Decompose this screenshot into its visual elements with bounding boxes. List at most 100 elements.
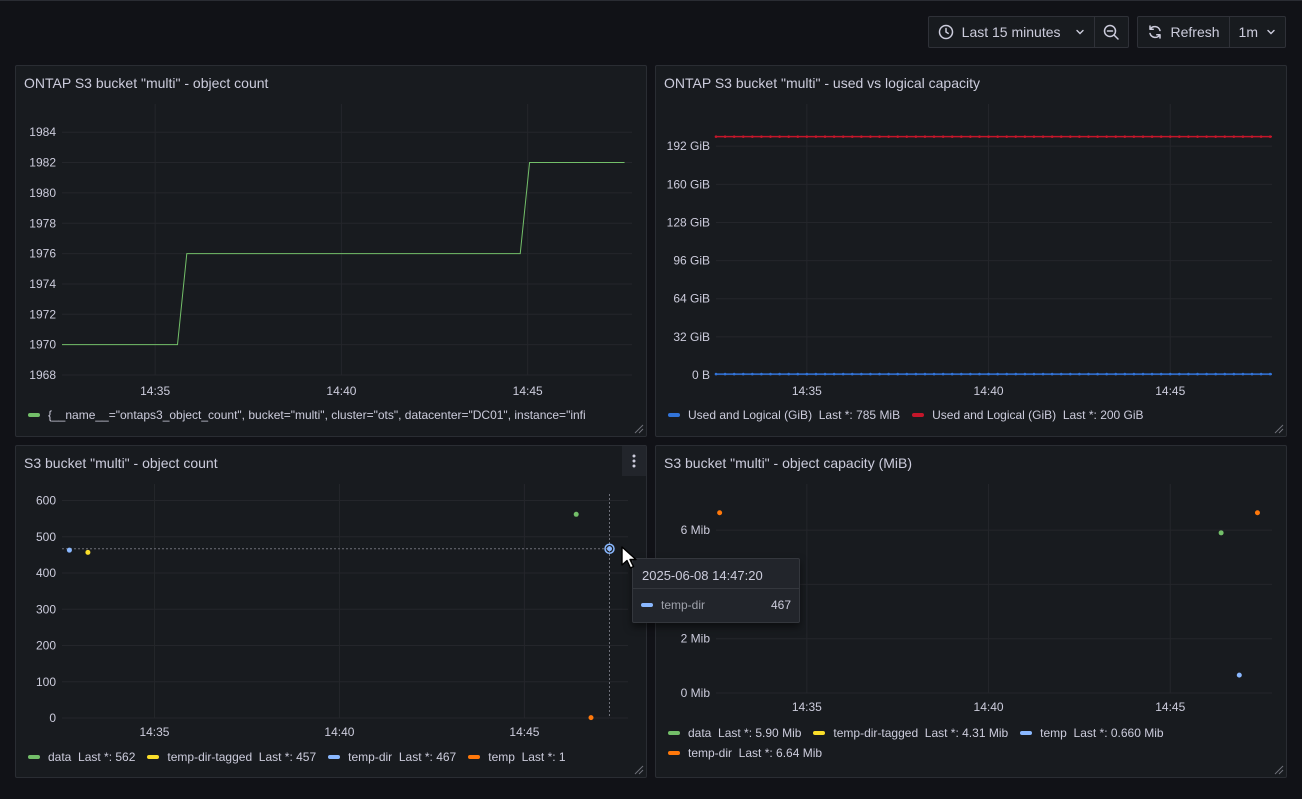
tooltip-series-swatch bbox=[641, 603, 653, 607]
refresh-interval-picker[interactable]: 1m bbox=[1228, 17, 1285, 47]
series-point bbox=[787, 372, 790, 376]
scatter-point bbox=[85, 549, 91, 555]
series-point bbox=[860, 135, 863, 138]
resize-handle-icon[interactable] bbox=[1274, 424, 1284, 434]
legend-item[interactable]: temp Last *: 0.660 Mib bbox=[1020, 726, 1164, 740]
series-point bbox=[760, 372, 763, 376]
series-point bbox=[1114, 372, 1118, 376]
y-tick-label: 1976 bbox=[29, 247, 56, 261]
series-point bbox=[723, 372, 727, 376]
legend-swatch bbox=[328, 755, 341, 759]
chevron-down-icon bbox=[1266, 27, 1276, 37]
s3-object-count-scatter: 0 100 200 300 400 500 600 14:35 14:40 14:45 bbox=[36, 484, 628, 739]
legend-item[interactable]: Used and Logical (GiB) Last *: 200 GiB bbox=[912, 408, 1144, 422]
series-point bbox=[787, 135, 790, 138]
y-tick-label: 1978 bbox=[29, 216, 56, 230]
legend-label: temp-dir-tagged Last *: 457 bbox=[167, 750, 317, 764]
series-point bbox=[923, 372, 927, 376]
chart-tooltip: 2025-06-08 14:47:20 temp-dir 467 bbox=[632, 558, 800, 623]
x-tick-label: 14:40 bbox=[974, 700, 1004, 714]
series-point bbox=[832, 372, 836, 376]
x-tick-label: 14:35 bbox=[792, 700, 822, 714]
series-point bbox=[1069, 135, 1072, 138]
series-point bbox=[1268, 135, 1272, 138]
legend-item[interactable]: data Last *: 5.90 Mib bbox=[668, 726, 801, 740]
y-tick-label: 200 bbox=[36, 639, 56, 653]
series-point bbox=[1250, 135, 1254, 138]
series-point bbox=[1159, 372, 1163, 376]
resize-handle-icon[interactable] bbox=[634, 765, 644, 775]
panel-s3-object-count[interactable]: S3 bucket "multi" - object count 0 100 200… bbox=[15, 445, 647, 778]
series-point bbox=[1241, 372, 1245, 376]
series-point bbox=[905, 135, 909, 138]
legend-item[interactable]: {__name__="ontaps3_object_count", bucket… bbox=[28, 408, 586, 422]
tooltip-row: temp-dir 467 bbox=[633, 589, 799, 621]
series-point bbox=[969, 372, 972, 376]
series-point bbox=[1132, 372, 1136, 376]
panel-menu-button[interactable] bbox=[622, 446, 646, 476]
series-point bbox=[1150, 135, 1154, 138]
legend-item[interactable]: temp-dir Last *: 6.64 Mib bbox=[668, 746, 822, 760]
series-point bbox=[1232, 135, 1236, 138]
series-point bbox=[987, 372, 990, 376]
series-point bbox=[732, 135, 736, 138]
legend-swatch bbox=[147, 755, 160, 759]
series-point bbox=[1014, 135, 1018, 138]
resize-handle-icon[interactable] bbox=[634, 424, 644, 434]
legend-swatch bbox=[468, 755, 481, 759]
y-tick-label: 96 GiB bbox=[673, 254, 710, 268]
series-point bbox=[714, 372, 718, 376]
y-tick-label: 6 Mib bbox=[681, 523, 711, 537]
zoom-out-button[interactable] bbox=[1093, 17, 1128, 47]
series-point bbox=[751, 372, 754, 376]
x-tick-label: 14:40 bbox=[324, 725, 354, 739]
legend-item[interactable]: data Last *: 562 bbox=[28, 750, 135, 764]
panel-legend: data Last *: 5.90 Mib temp-dir-tagged Las… bbox=[668, 726, 1280, 760]
series-point bbox=[1159, 135, 1163, 138]
series-point bbox=[814, 372, 818, 376]
y-tick-label: 1982 bbox=[29, 156, 56, 170]
series-point bbox=[1123, 372, 1127, 376]
series-point bbox=[1178, 135, 1181, 138]
series-point bbox=[950, 135, 954, 138]
legend-item[interactable]: Used and Logical (GiB) Last *: 785 MiB bbox=[668, 408, 900, 422]
refresh-button[interactable]: Refresh bbox=[1138, 17, 1229, 47]
series-point bbox=[1105, 135, 1108, 138]
legend-label: data Last *: 5.90 Mib bbox=[688, 726, 802, 740]
x-tick-label: 14:35 bbox=[792, 384, 822, 398]
resize-handle-icon[interactable] bbox=[1274, 765, 1284, 775]
legend-item[interactable]: temp-dir-tagged Last *: 457 bbox=[147, 750, 316, 764]
y-tick-label: 128 GiB bbox=[667, 215, 710, 229]
series-point bbox=[1041, 135, 1045, 138]
legend-item[interactable]: temp Last *: 1 bbox=[468, 750, 566, 764]
hover-point-marker bbox=[604, 543, 615, 554]
series-point bbox=[1041, 372, 1045, 376]
series-point bbox=[778, 135, 781, 138]
series-point bbox=[1078, 372, 1081, 376]
series-point bbox=[896, 135, 899, 138]
legend-swatch bbox=[668, 413, 680, 417]
panel-ontap-object-count[interactable]: ONTAP S3 bucket "multi" - object count 1… bbox=[15, 65, 647, 437]
capacity-line-chart: 0 B 32 GiB 64 GiB 96 GiB 128 GiB 160 GiB 192 G… bbox=[667, 104, 1272, 398]
series-point bbox=[869, 372, 872, 376]
time-range-picker[interactable]: Last 15 minutes bbox=[929, 17, 1094, 47]
panel-ontap-capacity[interactable]: ONTAP S3 bucket "multi" - used vs logica… bbox=[655, 65, 1287, 437]
series-line bbox=[62, 162, 625, 346]
series-point bbox=[1205, 135, 1208, 138]
series-point bbox=[1014, 372, 1018, 376]
series-point bbox=[1259, 372, 1263, 376]
series-point bbox=[1050, 135, 1054, 138]
legend-item[interactable]: temp-dir Last *: 467 bbox=[328, 750, 456, 764]
series-point bbox=[950, 372, 954, 376]
series-point bbox=[1005, 372, 1009, 376]
series-point bbox=[1005, 135, 1009, 138]
x-tick-label: 14:45 bbox=[1155, 384, 1185, 398]
legend-item[interactable]: temp-dir-tagged Last *: 4.31 Mib bbox=[813, 726, 1008, 740]
panel-legend: {__name__="ontaps3_object_count", bucket… bbox=[28, 408, 640, 422]
series-point bbox=[1096, 135, 1099, 138]
y-tick-label: 2 Mib bbox=[681, 632, 711, 646]
legend-swatch bbox=[912, 413, 925, 417]
series-point bbox=[1223, 135, 1227, 138]
y-tick-label: 64 GiB bbox=[673, 292, 710, 306]
legend-label: temp-dir Last *: 467 bbox=[348, 750, 457, 764]
